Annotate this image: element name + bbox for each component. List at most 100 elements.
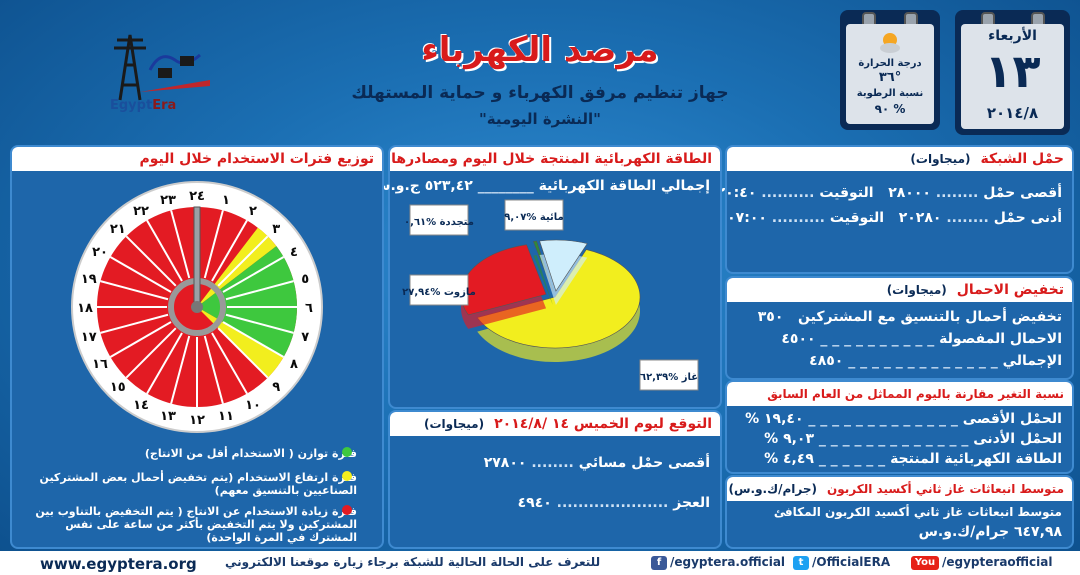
clock-hour-label: ١١ bbox=[218, 409, 234, 424]
footer: www.egyptera.org للتعرف على الحالة الحال… bbox=[0, 551, 1080, 575]
panel-header: حمْل الشبكة(ميجاوات) bbox=[727, 147, 1072, 171]
page-subtitle: جهاز تنظيم مرفق الكهرباء و حماية المستهل… bbox=[351, 83, 729, 103]
clock-tick bbox=[100, 313, 169, 334]
youtube-link[interactable]: You/egypteraofficial bbox=[908, 555, 1052, 570]
clock-hour-label: ١ bbox=[222, 193, 230, 208]
forecast-deficit-row: العجز ..................... ٤٩٤٠ bbox=[517, 495, 710, 511]
humidity-label: نسبة الرطوبة bbox=[856, 88, 924, 99]
clock-tick bbox=[170, 210, 191, 279]
co2-line: متوسط انبعاثات غاز ثاني أكسيد الكربون ال… bbox=[773, 505, 1062, 519]
clock-tick bbox=[100, 280, 169, 301]
clock-hour-label: ٤ bbox=[290, 245, 298, 260]
clock-tick bbox=[225, 313, 294, 334]
panel-header: التوقع ليوم الخميس ١٤ /٢٠١٤/٨(ميجاوات) bbox=[390, 412, 720, 436]
min-load-row: أدنى حمْل ........ ٢٠٢٨٠ التوقيت .......… bbox=[727, 210, 1062, 226]
pie-label-0: غاز %٦٢,٣٩ bbox=[639, 359, 699, 391]
day-number: ١٣ bbox=[984, 44, 1041, 98]
clock-hour-label: ٣ bbox=[272, 222, 280, 237]
clock-hand bbox=[193, 206, 201, 308]
energy-panel: الطاقة الكهربائية المنتجة خلال اليوم ومص… bbox=[371, 145, 722, 409]
clock-hour-label: ٢٣ bbox=[160, 193, 176, 208]
svg-text:مائية %٩,٠٧: مائية %٩,٠٧ bbox=[504, 212, 563, 223]
forecast-panel: التوقع ليوم الخميس ١٤ /٢٠١٤/٨(ميجاوات) أ… bbox=[388, 410, 722, 549]
coord-shedding-row: تخفيض أحمال بالتنسيق مع المشتركين ٣٥٠ bbox=[757, 309, 1062, 325]
change-panel: نسبة التغير مقارنة باليوم المماثل من الع… bbox=[725, 380, 1074, 474]
facebook-link[interactable]: f/egyptera.official bbox=[648, 555, 785, 570]
svg-text:غاز %٦٢,٣٩: غاز %٦٢,٣٩ bbox=[640, 372, 698, 383]
clock-hour-label: ١٢ bbox=[189, 413, 205, 428]
clock-tick bbox=[125, 327, 177, 379]
pie-label-3: مائية %٩,٠٧ bbox=[504, 199, 564, 231]
twitter-link[interactable]: t/OfficialERA bbox=[790, 555, 890, 570]
temperature-value: ٣٦° bbox=[878, 70, 902, 85]
clock-tick bbox=[125, 235, 177, 287]
load-shedding-panel: تخفيض الاحمال(ميجاوات) تخفيض أحمال بالتن… bbox=[725, 276, 1074, 380]
clock-tick bbox=[203, 335, 224, 404]
clock-hour-label: ٢ bbox=[249, 204, 257, 219]
clock-tick bbox=[225, 280, 294, 301]
pie-slice-depth-2 bbox=[533, 255, 553, 306]
facebook-icon: f bbox=[651, 555, 667, 570]
clock-hour-label: ١٥ bbox=[110, 380, 126, 395]
pie-label-2: متجددة %٠,٦١ bbox=[404, 204, 474, 236]
clock-hour-label: ١٠ bbox=[245, 398, 261, 413]
clock-tick bbox=[211, 332, 248, 395]
clock-tick bbox=[222, 321, 285, 358]
legend-balance: فترة توازن ( الاستخدام أقل من الانتاج) bbox=[144, 447, 357, 460]
panel-header: توزيع فترات الاستخدام خلال اليوم bbox=[12, 147, 382, 171]
max-load-row: أقصى حمْل ........ ٢٨٠٠٠ التوقيت .......… bbox=[716, 185, 1062, 201]
panel-header: الطاقة الكهربائية المنتجة خلال اليوم ومص… bbox=[390, 147, 720, 171]
clock-hour-label: ٢١ bbox=[110, 222, 126, 237]
clock-hour-label: ٢٠ bbox=[92, 245, 108, 260]
green-dot-icon bbox=[342, 447, 352, 457]
change-energy-row: الطاقة الكهربائية المنتجة _ _ _ _ _ _ ٤,… bbox=[764, 451, 1062, 467]
green-sector bbox=[197, 246, 297, 357]
co2-value: ٦٤٧,٩٨ جرام/ك.و.س bbox=[918, 524, 1062, 540]
temperature-label: درجة الحرارة bbox=[858, 58, 922, 69]
co2-panel: متوسط انبعاثات غاز ثاني أكسيد الكربون(جر… bbox=[725, 475, 1074, 549]
energy-pie-chart: غاز %٦٢,٣٩ مازوت %٢٧,٩٤ متجددة %٠,٦١ مائية … bbox=[402, 199, 699, 391]
clock-hour-label: ١٤ bbox=[133, 398, 149, 413]
clock-hour-label: ١٣ bbox=[160, 409, 176, 424]
sun-cloud-icon bbox=[878, 30, 902, 54]
clock-tick bbox=[109, 321, 172, 358]
twitter-icon: t bbox=[793, 555, 809, 570]
legend-high: فترة ارتفاع الاستخدام (يتم تخفيض أحمال ب… bbox=[39, 471, 357, 497]
clock-hour-label: ١٦ bbox=[92, 357, 108, 372]
clock-hour-label: ٢٤ bbox=[189, 189, 205, 204]
grid-load-panel: حمْل الشبكة(ميجاوات) أقصى حمْل ........ … bbox=[716, 145, 1074, 274]
legend-excess: فترة زيادة الاستخدام عن الانتاج ( يتم ال… bbox=[35, 505, 357, 544]
total-energy-row: إجمالي الطاقة الكهربائية ________ ٥٢٣,٤٢… bbox=[371, 178, 710, 194]
change-min-row: الحمْل الأدنى _ _ _ _ _ _ _ _ _ _ _ _ _ … bbox=[764, 431, 1062, 447]
day-name: الأربعاء bbox=[988, 28, 1037, 44]
clock-hour-label: ٧ bbox=[301, 330, 309, 345]
month-year: ٢٠١٤/٨ bbox=[986, 104, 1039, 122]
clock-tick bbox=[146, 332, 183, 395]
clock-tick bbox=[217, 327, 269, 379]
cut-loads-row: الاحمال المفصولة _ _ _ _ _ _ _ _ _ _ ٤٥٠… bbox=[781, 331, 1062, 347]
clock-tick bbox=[203, 210, 224, 279]
svg-text:متجددة %٠,٦١: متجددة %٠,٦١ bbox=[404, 217, 474, 228]
panel-header: متوسط انبعاثات غاز ثاني أكسيد الكربون(جر… bbox=[727, 477, 1072, 501]
clock-tick bbox=[170, 335, 191, 404]
change-max-row: الحمْل الأقصى _ _ _ _ _ _ _ _ _ _ _ _ _ … bbox=[745, 411, 1062, 427]
clock-hour-label: ٢٢ bbox=[133, 204, 149, 219]
pie-slice-3 bbox=[539, 239, 588, 292]
egyptera-logo bbox=[100, 30, 220, 120]
total-shedding-row: الإجمالي _ _ _ _ _ _ _ _ _ _ _ _ _ ٤٨٥٠ bbox=[809, 353, 1062, 369]
panel-header: نسبة التغير مقارنة باليوم المماثل من الع… bbox=[727, 382, 1072, 406]
clock-panel: توزيع فترات الاستخدام خلال اليوم ٢٤ ١ ٢ ٣ ٤ ٥… bbox=[10, 145, 384, 549]
clock-tick bbox=[211, 219, 248, 282]
clock-hour-label: ٥ bbox=[301, 272, 309, 287]
clock-center bbox=[191, 301, 203, 313]
logo-text: EgyptEra bbox=[110, 98, 177, 113]
svg-text:مازوت %٢٧,٩٤: مازوت %٢٧,٩٤ bbox=[402, 287, 476, 298]
forecast-peak-row: أقصى حمْل مسائي ........ ٢٧٨٠٠ bbox=[483, 455, 710, 471]
clock-hour-label: ٩ bbox=[272, 380, 280, 395]
clock-tick bbox=[146, 219, 183, 282]
red-dot-icon bbox=[342, 505, 352, 515]
website-link[interactable]: www.egyptera.org bbox=[40, 555, 197, 573]
pie-slice-1 bbox=[460, 244, 547, 316]
clock-tick bbox=[222, 256, 285, 293]
clock-hour-label: ٦ bbox=[305, 301, 313, 316]
